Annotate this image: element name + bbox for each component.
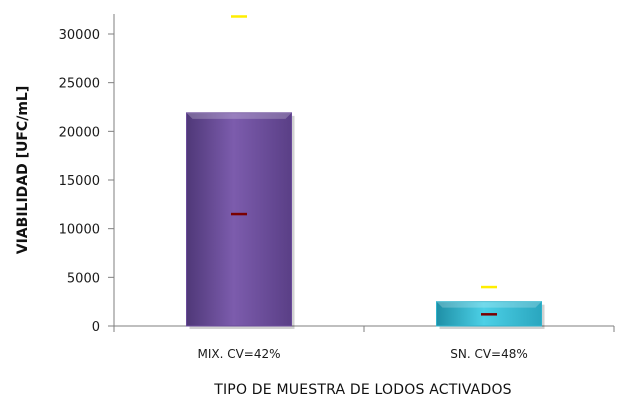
x-axis-title: TIPO DE MUESTRA DE LODOS ACTIVADOS (213, 382, 512, 398)
bars (186, 112, 545, 329)
error-bars (231, 15, 497, 316)
x-ticks (113, 326, 615, 332)
y-axis-title: VIABILIDAD [UFC/mL] (15, 86, 31, 254)
y-ticks: 0 5000 10000 15000 20000 25000 30000 (59, 28, 114, 335)
x-category-label: SN. CV=48% (450, 347, 528, 361)
category-labels: MIX. CV=42% SN. CV=48% (197, 347, 527, 361)
y-tick-label: 20000 (59, 125, 100, 140)
y-tick-label: 30000 (59, 28, 100, 43)
x-category-label: MIX. CV=42% (197, 347, 280, 361)
y-tick-label: 10000 (59, 223, 100, 238)
y-tick-label: 25000 (59, 77, 100, 92)
y-tick-label: 5000 (67, 271, 100, 286)
y-tick-label: 15000 (59, 174, 100, 189)
y-tick-label: 0 (92, 320, 100, 335)
